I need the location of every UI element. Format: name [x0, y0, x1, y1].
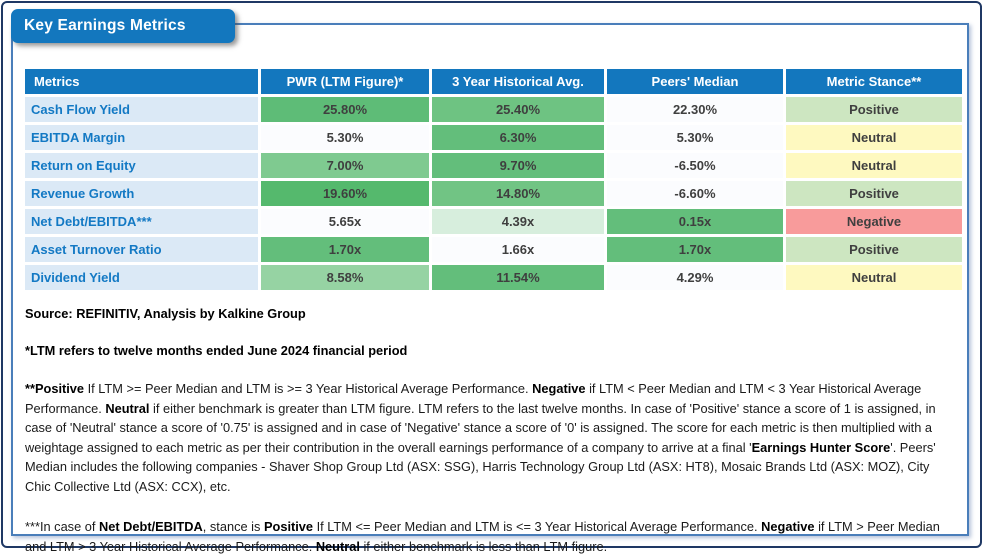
value-cell: 8.58%: [261, 265, 429, 290]
value-cell: 5.30%: [607, 125, 783, 150]
netdebt-methodology-footnote: ***In case of Net Debt/EBITDA, stance is…: [25, 519, 940, 554]
table-row: Return on Equity 7.00% 9.70% -6.50% Neutral: [25, 153, 962, 178]
source-attribution: Source: REFINITIV, Analysis by Kalkine G…: [25, 306, 306, 321]
value-cell: -6.50%: [607, 153, 783, 178]
value-cell: 7.00%: [261, 153, 429, 178]
metric-label-cell: EBITDA Margin: [25, 125, 258, 150]
table-row: Cash Flow Yield 25.80% 25.40% 22.30% Positiv…: [25, 97, 962, 122]
stance-cell: Positive: [786, 237, 962, 262]
column-header-3-year-historical-avg: 3 Year Historical Avg.: [432, 69, 604, 94]
value-cell: 5.65x: [261, 209, 429, 234]
value-cell: 25.40%: [432, 97, 604, 122]
value-cell: 1.70x: [261, 237, 429, 262]
value-cell: 0.15x: [607, 209, 783, 234]
value-cell: -6.60%: [607, 181, 783, 206]
value-cell: 6.30%: [432, 125, 604, 150]
value-cell: 4.29%: [607, 265, 783, 290]
ltm-footnote: *LTM refers to twelve months ended June …: [25, 343, 408, 358]
table-row: Asset Turnover Ratio 1.70x 1.66x 1.70x Posit…: [25, 237, 962, 262]
key-earnings-metrics-table: Metrics PWR (LTM Figure)* 3 Year Historica…: [22, 66, 965, 293]
content-panel: Metrics PWR (LTM Figure)* 3 Year Historica…: [11, 23, 969, 554]
stance-cell: Positive: [786, 97, 962, 122]
value-cell: 22.30%: [607, 97, 783, 122]
metric-label-cell: Net Debt/EBITDA***: [25, 209, 258, 234]
metric-label-cell: Return on Equity: [25, 153, 258, 178]
footnotes-section: Source: REFINITIV, Analysis by Kalkine G…: [25, 306, 957, 556]
value-cell: 4.39x: [432, 209, 604, 234]
metric-label-cell: Dividend Yield: [25, 265, 258, 290]
page-title: Key Earnings Metrics: [24, 17, 186, 34]
column-header-metric-stance: Metric Stance**: [786, 69, 962, 94]
value-cell: 9.70%: [432, 153, 604, 178]
metric-label-cell: Revenue Growth: [25, 181, 258, 206]
stance-cell: Positive: [786, 181, 962, 206]
column-header-peers-median: Peers' Median: [607, 69, 783, 94]
table-header-row: Metrics PWR (LTM Figure)* 3 Year Historica…: [25, 69, 962, 94]
value-cell: 19.60%: [261, 181, 429, 206]
stance-cell: Neutral: [786, 153, 962, 178]
value-cell: 1.70x: [607, 237, 783, 262]
value-cell: 11.54%: [432, 265, 604, 290]
title-tab: Key Earnings Metrics: [11, 9, 235, 43]
table-row: Dividend Yield 8.58% 11.54% 4.29% Neutral: [25, 265, 962, 290]
metric-label-cell: Cash Flow Yield: [25, 97, 258, 122]
metric-label-cell: Asset Turnover Ratio: [25, 237, 258, 262]
value-cell: 1.66x: [432, 237, 604, 262]
stance-methodology-footnote: **Positive If LTM >= Peer Median and LTM…: [25, 381, 936, 494]
value-cell: 14.80%: [432, 181, 604, 206]
stance-cell: Negative: [786, 209, 962, 234]
value-cell: 25.80%: [261, 97, 429, 122]
table-row: Revenue Growth 19.60% 14.80% -6.60% Positive: [25, 181, 962, 206]
stance-cell: Neutral: [786, 125, 962, 150]
column-header-pwr-ltm-figure: PWR (LTM Figure)*: [261, 69, 429, 94]
table-row: Net Debt/EBITDA*** 5.65x 4.39x 0.15x Negativ…: [25, 209, 962, 234]
table-row: EBITDA Margin 5.30% 6.30% 5.30% Neutral: [25, 125, 962, 150]
value-cell: 5.30%: [261, 125, 429, 150]
stance-cell: Neutral: [786, 265, 962, 290]
column-header-metrics: Metrics: [25, 69, 258, 94]
